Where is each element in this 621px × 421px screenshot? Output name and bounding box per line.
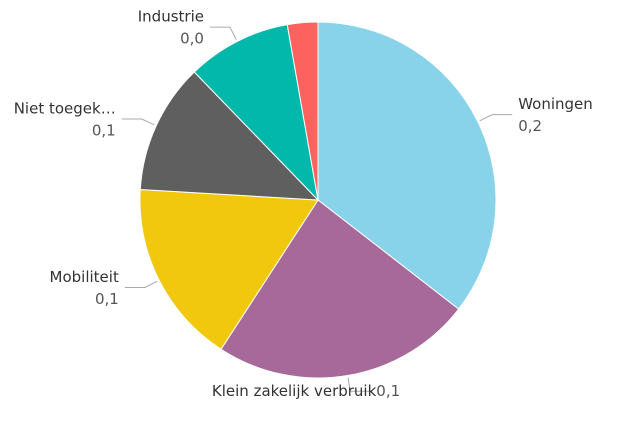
data-label: 0,1 — [95, 290, 119, 308]
leader-line — [124, 280, 158, 288]
pie-slice — [317, 21, 497, 310]
pie-slice — [139, 188, 319, 350]
data-label: 0,1 — [92, 122, 116, 140]
slice-label: Mobiliteit — [50, 268, 119, 286]
slice-label: Klein zakelijk verbruik — [212, 382, 377, 400]
slice-label: Industrie — [138, 8, 204, 26]
pie-slice — [286, 21, 319, 201]
slice-label: Woningen — [518, 95, 593, 113]
data-label: 0,1 — [376, 382, 400, 400]
leader-line — [347, 377, 371, 392]
slice-label: Niet toegek… — [14, 100, 116, 118]
data-label: 0,0 — [180, 30, 204, 48]
pie-slice — [139, 71, 320, 201]
leader-line — [121, 118, 155, 126]
pie-slice — [220, 199, 460, 379]
pie-slice — [193, 24, 319, 202]
leader-line — [479, 114, 513, 122]
data-label: 0,2 — [518, 117, 542, 135]
leader-line — [209, 26, 237, 40]
